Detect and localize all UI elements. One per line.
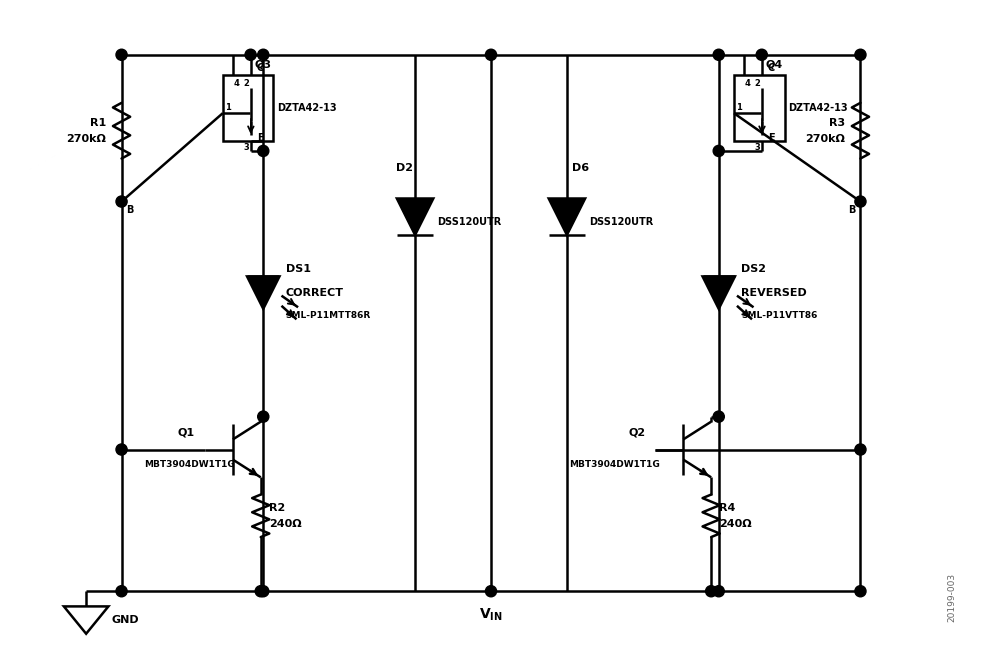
- Text: D6: D6: [572, 163, 589, 173]
- Circle shape: [713, 49, 725, 60]
- Text: E: E: [256, 133, 263, 143]
- Text: SML-P11VTT86: SML-P11VTT86: [741, 311, 817, 320]
- Circle shape: [257, 145, 269, 156]
- Text: 270kΩ: 270kΩ: [67, 134, 106, 143]
- Bar: [223, 75, 273, 141]
- Text: 4: 4: [234, 79, 240, 88]
- Text: 270kΩ: 270kΩ: [805, 134, 846, 143]
- Text: 1: 1: [225, 103, 231, 112]
- Circle shape: [485, 49, 497, 60]
- Text: R2: R2: [269, 503, 285, 513]
- Text: DZTA42-13: DZTA42-13: [789, 103, 848, 113]
- Text: C: C: [768, 63, 775, 73]
- Text: E: E: [768, 133, 775, 143]
- Circle shape: [257, 586, 269, 597]
- Circle shape: [855, 196, 866, 207]
- Text: 4: 4: [744, 79, 750, 88]
- Text: 240Ω: 240Ω: [269, 519, 301, 529]
- Circle shape: [116, 196, 127, 207]
- Text: $\mathbf{V_{IN}}$: $\mathbf{V_{IN}}$: [479, 607, 503, 623]
- Text: B: B: [127, 205, 134, 214]
- Text: 2: 2: [755, 79, 761, 88]
- Text: CORRECT: CORRECT: [286, 287, 344, 298]
- Circle shape: [116, 49, 127, 60]
- Text: Q3: Q3: [254, 60, 272, 70]
- Circle shape: [116, 444, 127, 455]
- Polygon shape: [702, 276, 735, 309]
- Circle shape: [855, 586, 866, 597]
- Circle shape: [855, 444, 866, 455]
- Text: 1: 1: [736, 103, 741, 112]
- Text: DS1: DS1: [286, 264, 310, 275]
- Text: DS2: DS2: [741, 264, 766, 275]
- Text: MBT3904DW1T1G: MBT3904DW1T1G: [570, 460, 660, 468]
- Polygon shape: [549, 198, 585, 235]
- Circle shape: [246, 49, 256, 60]
- Circle shape: [257, 411, 269, 422]
- Text: Q4: Q4: [766, 60, 783, 70]
- Text: 20199-003: 20199-003: [948, 572, 956, 621]
- Text: D2: D2: [397, 163, 413, 173]
- Text: GND: GND: [111, 614, 139, 625]
- Polygon shape: [247, 276, 280, 309]
- Text: 3: 3: [244, 143, 249, 152]
- Circle shape: [257, 49, 269, 60]
- Text: R1: R1: [90, 118, 106, 128]
- Text: 240Ω: 240Ω: [719, 519, 752, 529]
- Text: Q2: Q2: [628, 428, 645, 437]
- Text: DZTA42-13: DZTA42-13: [278, 103, 337, 113]
- Circle shape: [706, 586, 717, 597]
- Text: REVERSED: REVERSED: [741, 287, 807, 298]
- Text: SML-P11MTT86R: SML-P11MTT86R: [286, 311, 371, 320]
- Text: R4: R4: [719, 503, 736, 513]
- Circle shape: [255, 586, 266, 597]
- Text: Q1: Q1: [178, 428, 195, 437]
- Circle shape: [713, 411, 725, 422]
- Circle shape: [713, 145, 725, 156]
- Text: R3: R3: [829, 118, 846, 128]
- Text: 3: 3: [754, 143, 760, 152]
- Text: DSS120UTR: DSS120UTR: [589, 217, 653, 227]
- Text: B: B: [848, 205, 855, 214]
- Circle shape: [756, 49, 767, 60]
- Circle shape: [485, 586, 497, 597]
- Circle shape: [116, 586, 127, 597]
- Bar: [734, 75, 785, 141]
- Circle shape: [713, 586, 725, 597]
- Text: C: C: [256, 63, 264, 73]
- Text: 2: 2: [244, 79, 249, 88]
- Circle shape: [855, 49, 866, 60]
- Polygon shape: [397, 198, 433, 235]
- Text: MBT3904DW1T1G: MBT3904DW1T1G: [144, 460, 235, 468]
- Text: DSS120UTR: DSS120UTR: [437, 217, 502, 227]
